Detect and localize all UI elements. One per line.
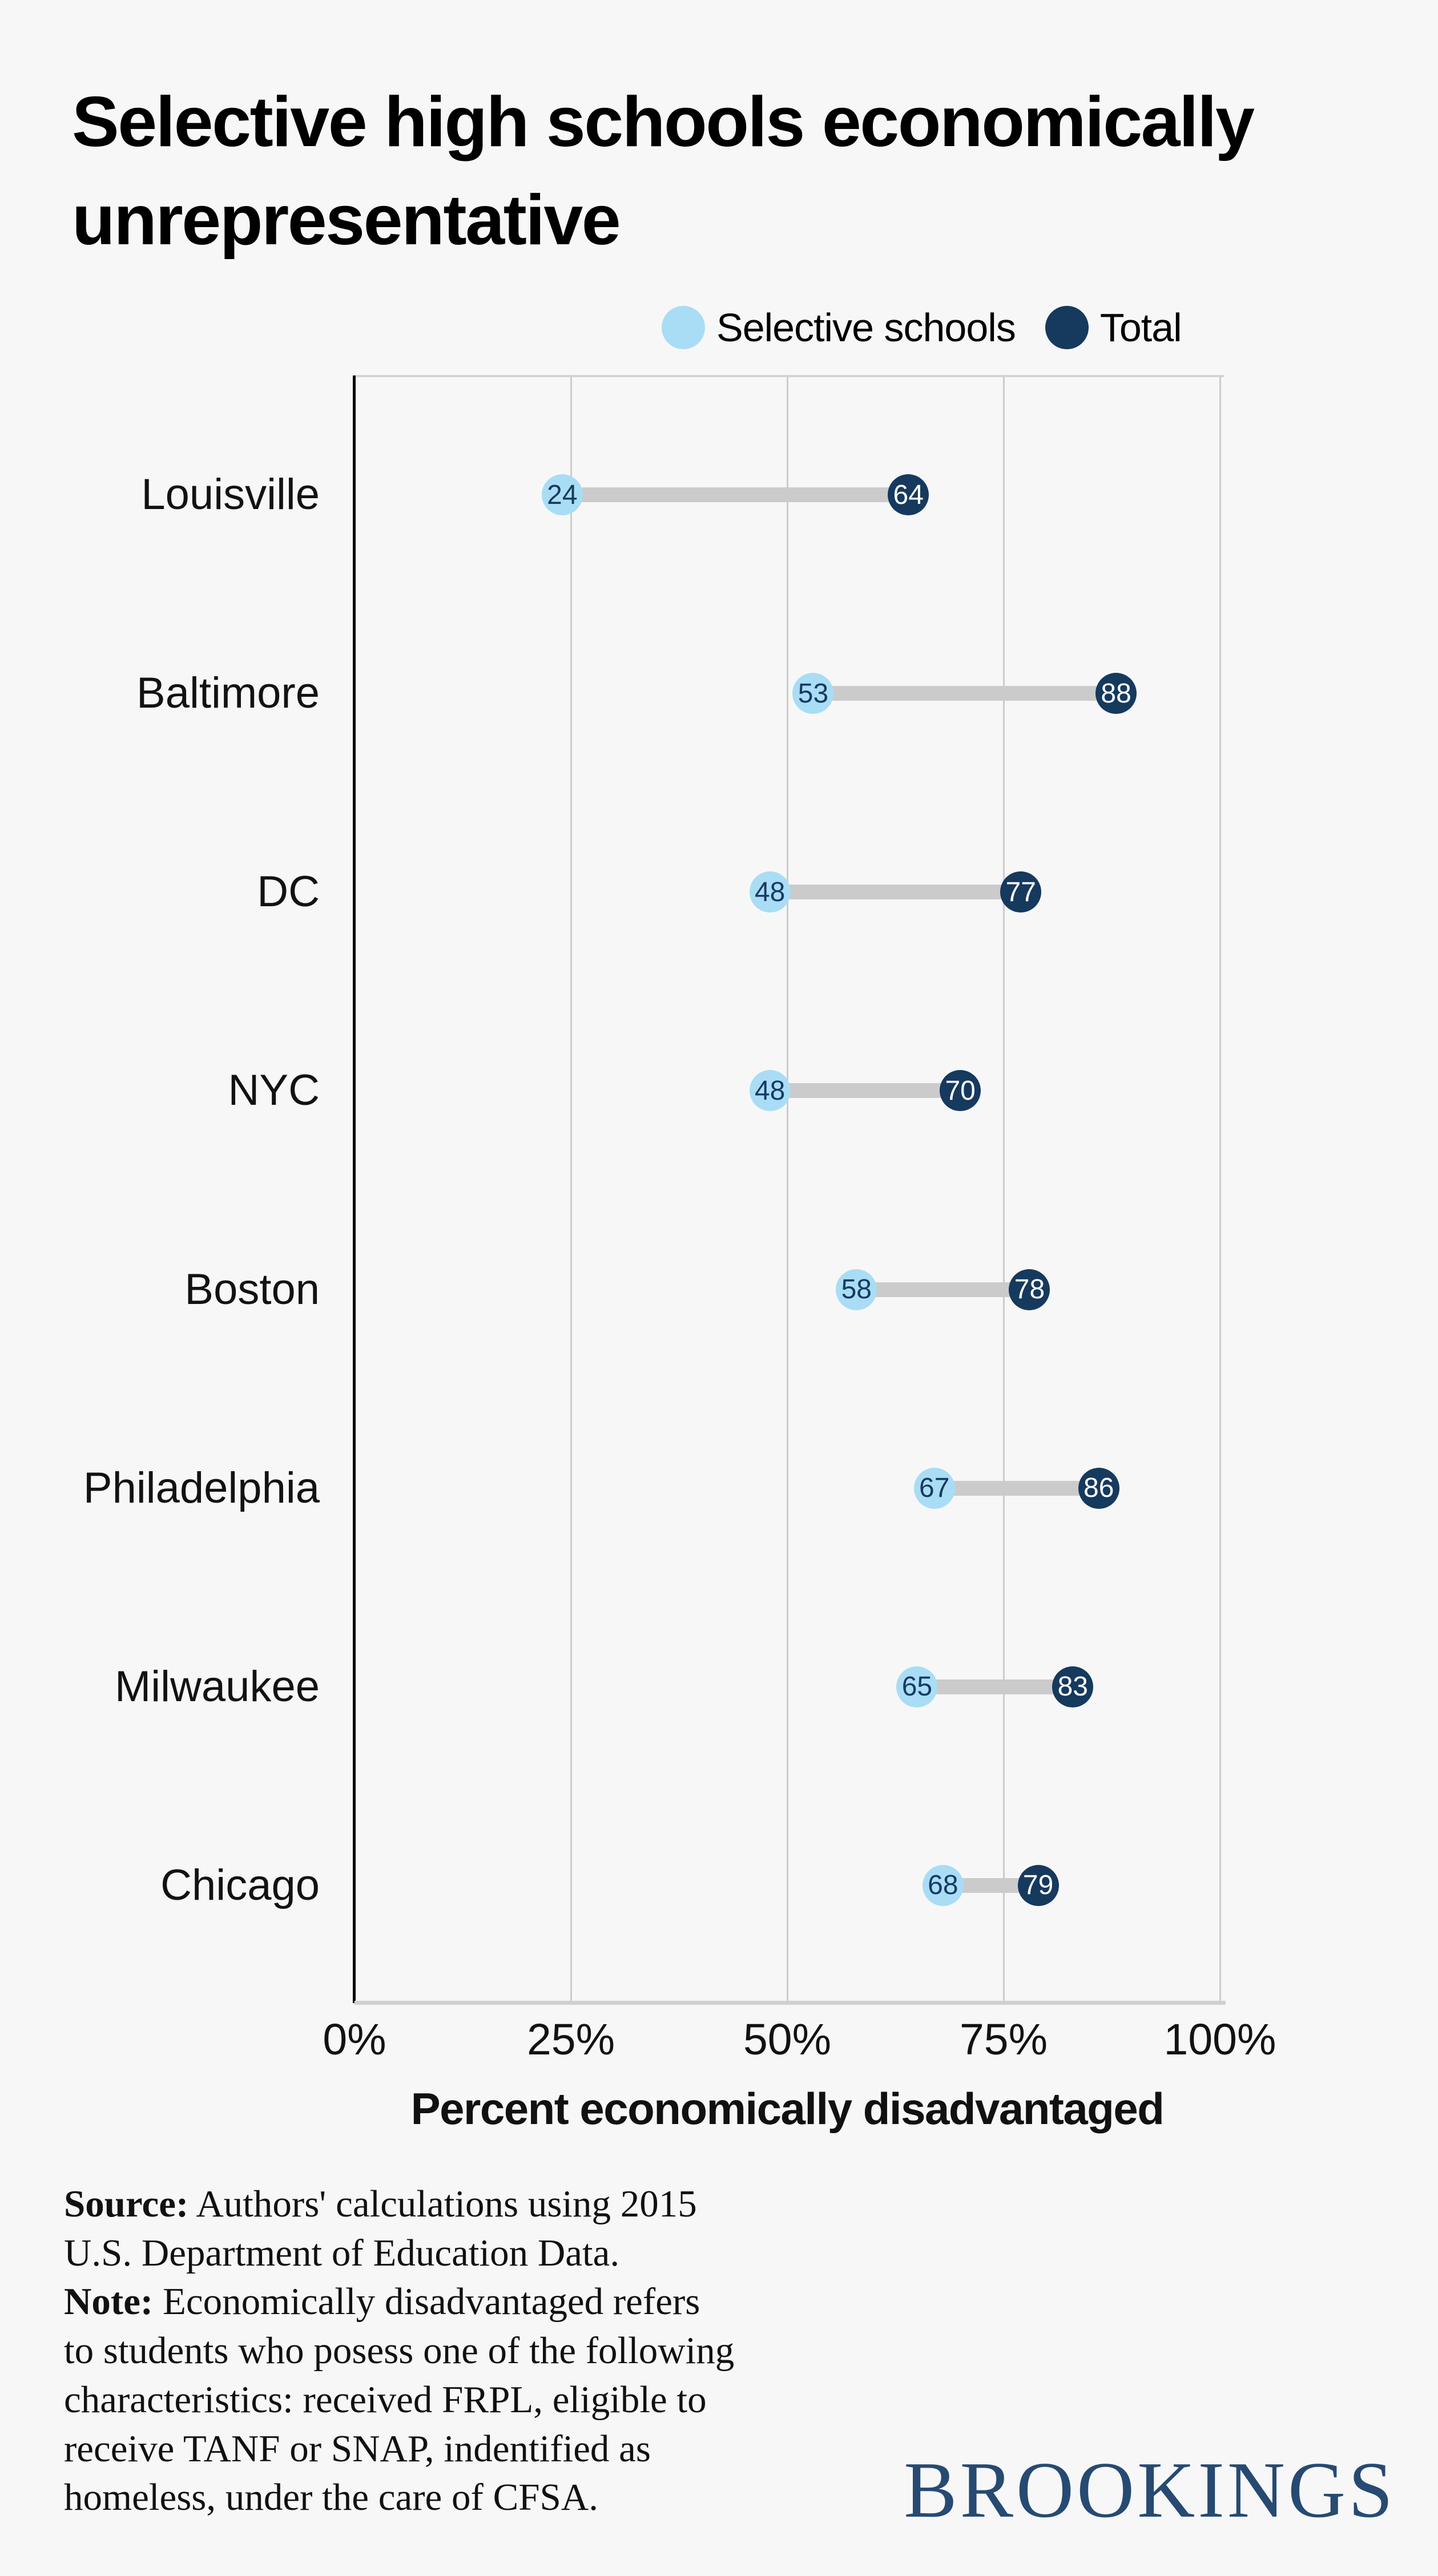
selective-schools-dot: 48 bbox=[749, 1070, 791, 1112]
x-tick-50: 50% bbox=[743, 2015, 832, 2064]
dumbbell-connector bbox=[813, 686, 1117, 701]
total-dot: 77 bbox=[1000, 871, 1042, 913]
y-axis-line bbox=[353, 376, 356, 2003]
total-dot: 79 bbox=[1017, 1864, 1059, 1906]
note-line: homeless, under the care of CFSA. bbox=[64, 2476, 598, 2519]
category-label: Milwaukee bbox=[114, 1662, 320, 1711]
legend-item-selective-schools: Selective schools bbox=[662, 306, 1016, 349]
note-line: Note: Economically disadvantaged refers bbox=[64, 2280, 700, 2323]
note-line: to students who posess one of the follow… bbox=[64, 2329, 735, 2372]
source-note-text: Source: Authors' calculations using 2015… bbox=[64, 2180, 920, 2522]
chart-title-line2: unrepresentative bbox=[72, 181, 621, 260]
selective-schools-dot: 58 bbox=[836, 1269, 877, 1310]
gridline-50 bbox=[787, 377, 788, 2002]
category-label: Baltimore bbox=[136, 669, 320, 718]
selective-schools-dot: 65 bbox=[896, 1666, 938, 1707]
dumbbell-connector bbox=[562, 487, 909, 502]
brookings-logo: BROOKINGS bbox=[904, 2446, 1396, 2534]
category-label: Philadelphia bbox=[83, 1463, 320, 1512]
note-line: U.S. Department of Education Data. bbox=[64, 2231, 620, 2274]
x-tick-25: 25% bbox=[526, 2015, 615, 2064]
x-axis-line bbox=[355, 2001, 1226, 2005]
selective-schools-swatch-icon bbox=[662, 306, 705, 349]
note-line: receive TANF or SNAP, indentified as bbox=[64, 2427, 651, 2470]
legend: Selective schools Total bbox=[662, 306, 1182, 349]
gridline-25 bbox=[570, 377, 572, 2002]
dumbbell-connector bbox=[917, 1679, 1073, 1694]
plot-top-border bbox=[355, 375, 1224, 377]
total-swatch-icon bbox=[1045, 306, 1089, 349]
total-dot: 70 bbox=[940, 1070, 981, 1112]
chart-title: Selective high schools economically unre… bbox=[72, 73, 1408, 269]
selective-schools-dot: 67 bbox=[913, 1467, 955, 1509]
x-tick-100: 100% bbox=[1163, 2015, 1276, 2064]
category-label: DC bbox=[257, 867, 320, 916]
selective-schools-dot: 24 bbox=[541, 474, 583, 515]
x-tick-75: 75% bbox=[959, 2015, 1048, 2064]
dumbbell-connector bbox=[770, 1083, 961, 1099]
category-label: Boston bbox=[184, 1265, 320, 1314]
category-label: Louisville bbox=[141, 470, 320, 519]
selective-schools-dot: 68 bbox=[922, 1864, 964, 1906]
total-dot: 86 bbox=[1078, 1467, 1119, 1509]
total-dot: 64 bbox=[888, 474, 929, 515]
category-label: Chicago bbox=[160, 1860, 320, 1909]
selective-schools-dot: 53 bbox=[792, 673, 834, 714]
x-tick-0: 0% bbox=[323, 2015, 386, 2064]
note-line: Source: Authors' calculations using 2015 bbox=[64, 2183, 697, 2225]
note-line: characteristics: received FRPL, eligible… bbox=[64, 2378, 707, 2421]
dumbbell-connector bbox=[770, 885, 1021, 900]
total-dot: 83 bbox=[1052, 1666, 1094, 1707]
chart-title-line1: Selective high schools economically bbox=[72, 83, 1255, 161]
legend-item-total: Total bbox=[1045, 306, 1182, 349]
category-label: NYC bbox=[228, 1066, 320, 1115]
legend-label-total: Total bbox=[1099, 305, 1182, 350]
gridline-100 bbox=[1219, 377, 1221, 2002]
total-dot: 78 bbox=[1009, 1269, 1050, 1310]
dumbbell-connector bbox=[856, 1282, 1030, 1297]
legend-label-selective-schools: Selective schools bbox=[716, 305, 1016, 350]
total-dot: 88 bbox=[1095, 673, 1137, 714]
dumbbell-connector bbox=[934, 1480, 1099, 1496]
x-axis-title: Percent economically disadvantaged bbox=[410, 2084, 1165, 2134]
selective-schools-dot: 48 bbox=[749, 871, 791, 913]
gridline-75 bbox=[1003, 377, 1005, 2002]
